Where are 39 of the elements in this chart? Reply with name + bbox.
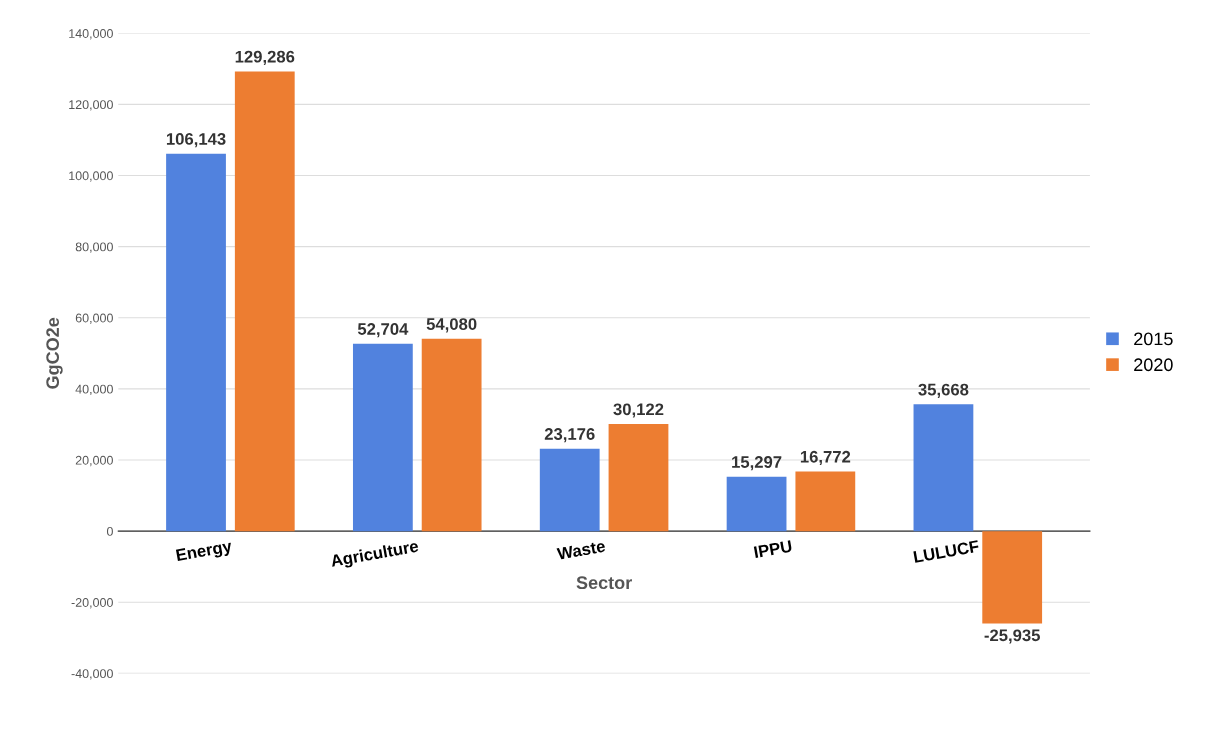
data-label: 129,286: [235, 50, 295, 65]
data-label: 16,772: [800, 450, 851, 466]
bar: [234, 71, 295, 532]
y-tick-label: 100,000: [69, 171, 113, 182]
data-label: 30,122: [613, 403, 664, 418]
data-label: 23,176: [544, 428, 595, 443]
y-tick-label: 120,000: [69, 100, 113, 111]
x-tick-label: Waste: [556, 540, 606, 560]
y-axis-title: GgCO2e: [46, 317, 63, 389]
y-tick-label: 0: [106, 526, 113, 536]
x-tick-label: Energy: [175, 540, 234, 565]
data-label: 54,080: [426, 318, 477, 333]
y-tick-label: 80,000: [75, 242, 113, 253]
x-tick-label: LULUCF: [913, 540, 980, 563]
y-tick-label: 140,000: [69, 29, 113, 40]
bar: [539, 448, 600, 532]
y-tick-label: -40,000: [71, 669, 113, 680]
legend-label: 2015: [1134, 332, 1173, 346]
bar: [421, 338, 482, 532]
data-label: -25,935: [984, 629, 1040, 644]
x-tick-label: IPPU: [753, 540, 793, 559]
y-tick-label: -20,000: [71, 598, 113, 609]
bar: [608, 424, 669, 532]
data-label: 15,297: [732, 456, 782, 471]
data-label: 106,143: [166, 133, 226, 148]
bar: [795, 471, 856, 532]
bar: [352, 343, 413, 532]
data-label: 35,668: [918, 383, 969, 398]
data-label: 52,704: [357, 323, 409, 338]
bar: [166, 153, 226, 532]
x-tick-label: Agriculture: [330, 539, 420, 571]
legend-label: 2020: [1134, 358, 1173, 372]
y-tick-label: 40,000: [75, 384, 113, 396]
x-axis-title: Sector: [576, 576, 632, 590]
y-tick-label: 20,000: [75, 455, 113, 467]
y-tick-label: 60,000: [75, 313, 113, 324]
bar: [913, 404, 974, 532]
bar: [726, 476, 787, 532]
bar: [982, 531, 1043, 624]
